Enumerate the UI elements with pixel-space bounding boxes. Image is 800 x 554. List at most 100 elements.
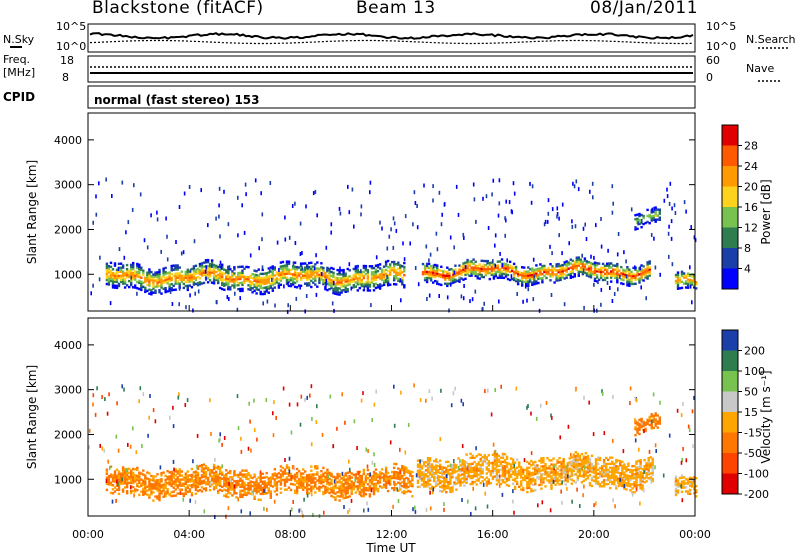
data-cell: [612, 264, 615, 267]
data-cell: [190, 483, 194, 487]
noise-cell: [121, 384, 123, 389]
data-cell: [634, 426, 637, 429]
data-cell: [113, 474, 117, 477]
data-cell: [447, 460, 450, 464]
data-cell: [215, 470, 218, 473]
data-cell: [111, 280, 115, 283]
data-cell: [506, 265, 510, 269]
data-cell: [241, 287, 244, 291]
data-cell: [566, 470, 569, 473]
data-cell: [223, 478, 226, 481]
data-cell: [362, 282, 366, 286]
data-cell: [403, 473, 406, 477]
data-cell: [308, 477, 311, 481]
noise-cell: [651, 207, 653, 212]
data-cell: [578, 454, 582, 458]
data-cell: [676, 275, 680, 278]
data-cell: [346, 485, 349, 489]
data-cell: [330, 274, 333, 278]
data-cell: [556, 471, 559, 474]
data-cell: [429, 275, 433, 278]
data-cell: [324, 475, 327, 478]
data-cell: [561, 272, 564, 275]
data-cell: [130, 491, 133, 495]
data-cell: [466, 264, 469, 268]
data-cell: [623, 477, 626, 480]
colorbar-tick-label: 8: [744, 242, 751, 255]
data-cell: [568, 467, 571, 470]
noise-cell: [429, 252, 432, 257]
data-cell: [422, 483, 426, 486]
data-cell: [340, 279, 343, 282]
data-cell: [589, 264, 593, 267]
data-cell: [279, 273, 283, 276]
data-cell: [609, 480, 612, 484]
data-cell: [366, 277, 370, 280]
data-cell: [608, 272, 611, 275]
data-cell: [146, 289, 149, 293]
data-cell: [425, 276, 429, 280]
data-cell: [152, 485, 155, 488]
data-cell: [463, 474, 466, 477]
data-cell: [190, 274, 194, 277]
data-cell: [437, 460, 440, 464]
data-cell: [389, 479, 392, 482]
noise-cell: [643, 488, 645, 493]
data-cell: [136, 262, 139, 266]
noise-cell: [473, 197, 476, 202]
data-cell: [619, 482, 622, 485]
data-cell: [324, 271, 327, 275]
data-cell: [123, 272, 127, 275]
noise-cell: [654, 265, 657, 270]
data-cell: [192, 281, 196, 284]
data-cell: [459, 480, 462, 483]
noise-cell: [485, 194, 488, 199]
data-cell: [656, 422, 659, 425]
data-cell: [527, 276, 530, 279]
noise-cell: [460, 398, 463, 403]
data-cell: [140, 266, 143, 269]
data-cell: [658, 422, 661, 425]
data-cell: [594, 472, 598, 475]
noise-cell: [472, 486, 474, 491]
data-cell: [255, 286, 258, 289]
data-cell: [160, 280, 163, 283]
data-cell: [576, 466, 579, 470]
noise-cell: [556, 206, 559, 211]
data-cell: [448, 272, 451, 275]
data-cell: [557, 262, 560, 266]
data-cell: [465, 481, 468, 484]
data-cell: [534, 489, 537, 492]
data-cell: [304, 266, 307, 269]
data-cell: [241, 283, 244, 287]
data-cell: [148, 276, 151, 279]
data-cell: [470, 260, 473, 263]
data-cell: [636, 213, 639, 216]
data-cell: [606, 276, 609, 279]
data-cell: [136, 478, 139, 482]
data-cell: [546, 467, 549, 470]
noise-cell: [99, 255, 101, 260]
data-cell: [188, 480, 192, 483]
data-cell: [577, 260, 580, 263]
data-cell: [322, 480, 325, 484]
data-cell: [437, 479, 440, 482]
noise-cell: [243, 230, 246, 235]
data-cell: [486, 268, 489, 271]
data-cell: [196, 489, 200, 493]
data-cell: [434, 279, 437, 283]
data-cell: [594, 468, 598, 471]
data-cell: [581, 262, 585, 266]
data-cell: [210, 261, 214, 264]
data-cell: [384, 482, 388, 485]
data-cell: [154, 487, 157, 490]
data-cell: [552, 469, 555, 472]
data-cell: [424, 481, 428, 484]
data-cell: [215, 274, 218, 278]
data-cell: [152, 483, 155, 486]
data-cell: [115, 272, 119, 275]
data-cell: [212, 268, 216, 271]
data-cell: [528, 472, 531, 475]
data-cell: [154, 481, 157, 484]
colorbar-swatch: [722, 207, 738, 228]
